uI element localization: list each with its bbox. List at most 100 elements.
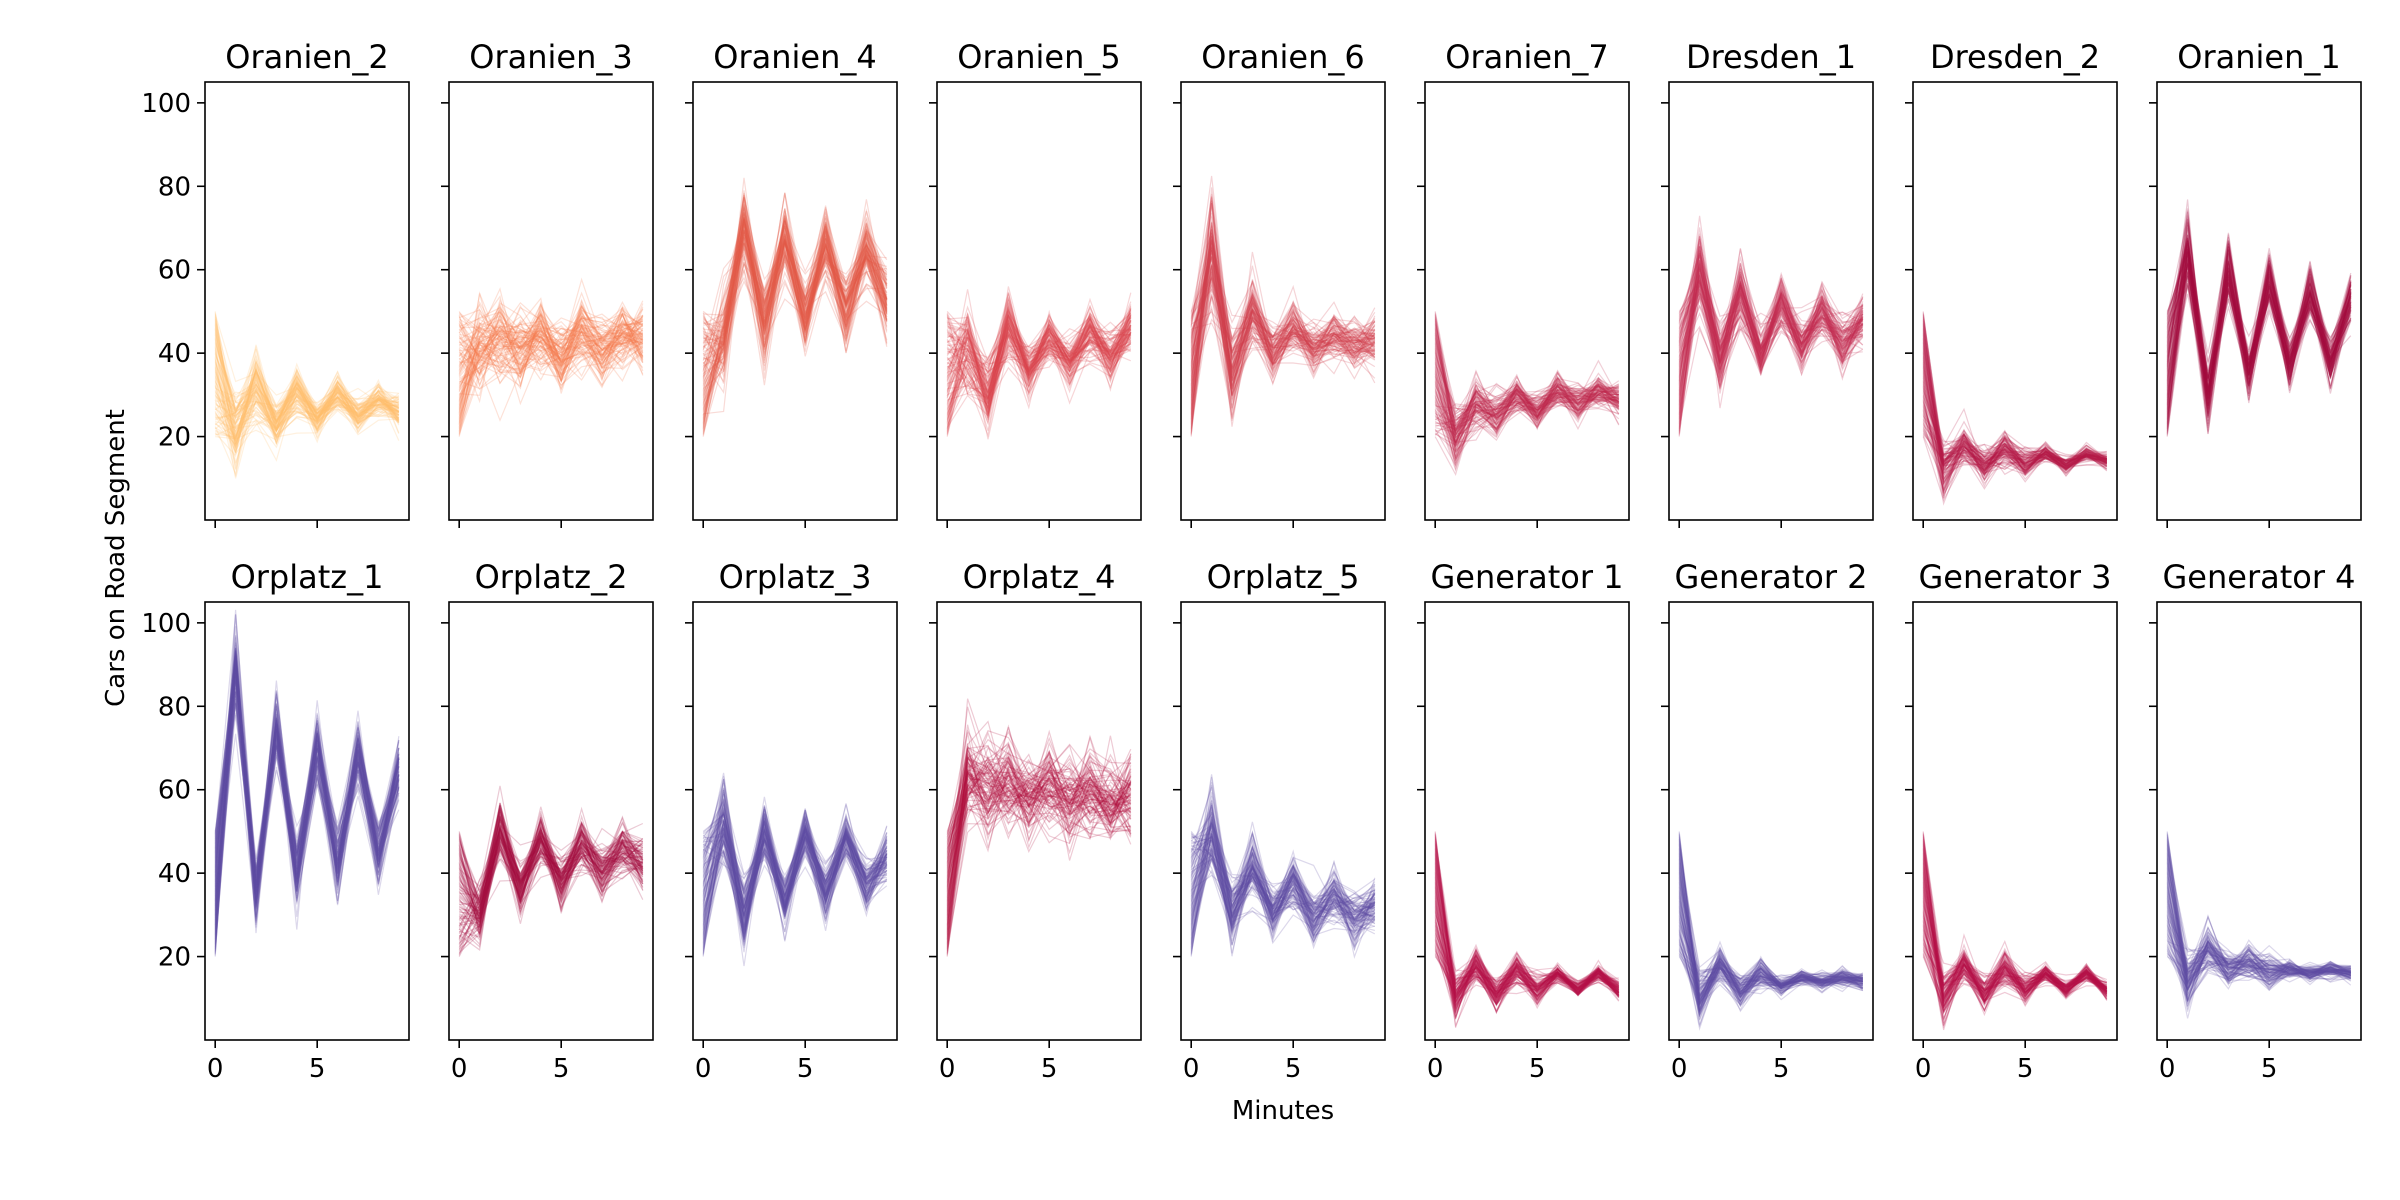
series-line	[1922, 312, 2108, 467]
series-line	[214, 657, 400, 908]
series-line	[1190, 265, 1375, 395]
series-line	[458, 825, 644, 917]
series-line	[946, 761, 1132, 855]
series-line	[946, 312, 1132, 426]
series-line	[1678, 948, 1863, 1008]
series-line	[1922, 423, 2107, 476]
series-line	[1190, 256, 1376, 409]
series-line	[458, 321, 643, 378]
series-line	[1678, 252, 1864, 364]
series-line	[458, 824, 644, 918]
series-line	[946, 314, 1132, 394]
series-line	[1190, 852, 1376, 924]
series-line	[1434, 850, 1620, 1001]
series-line	[1922, 316, 2107, 468]
series-line	[1190, 231, 1376, 385]
series-line	[1434, 342, 1619, 437]
series-line	[2166, 271, 2352, 391]
series-line	[946, 748, 1132, 914]
series-line	[1922, 851, 2108, 1002]
series-line	[946, 315, 1132, 399]
series-line	[1434, 371, 1620, 431]
series-line	[1434, 841, 1620, 1008]
series-line	[1922, 375, 2107, 469]
series-line	[946, 770, 1132, 939]
series-line	[1434, 379, 1620, 448]
series-line	[2166, 237, 2352, 400]
series-line	[2166, 243, 2352, 391]
series-line	[1922, 857, 2108, 1020]
series-line	[702, 798, 888, 956]
series-line	[946, 757, 1132, 928]
series-line	[702, 218, 888, 361]
series-line	[2166, 234, 2352, 395]
series-line	[1678, 285, 1864, 388]
series-line	[946, 773, 1132, 957]
series-line	[458, 318, 644, 431]
series-line	[946, 319, 1132, 399]
series-line	[214, 366, 399, 450]
series-line	[458, 814, 643, 951]
series-line	[2166, 912, 2351, 980]
series-line	[1190, 837, 1375, 925]
series-line	[2166, 268, 2352, 437]
series-line	[2166, 221, 2352, 382]
series-line	[1190, 276, 1376, 377]
series-line	[946, 747, 1131, 894]
series-line	[1434, 867, 1620, 998]
series-line	[2166, 890, 2351, 1002]
series-line	[1922, 337, 2107, 497]
series-line	[703, 825, 888, 912]
series-line	[214, 675, 400, 918]
series-line	[702, 805, 887, 941]
series-line	[1190, 236, 1375, 375]
series-line	[1922, 938, 2108, 998]
series-line	[458, 818, 643, 946]
series-line	[1434, 904, 1620, 996]
series-line	[702, 206, 888, 427]
series-line	[458, 811, 644, 916]
series-line	[1190, 228, 1375, 366]
series-line	[214, 667, 400, 904]
series-line	[1190, 816, 1375, 952]
series-line	[1922, 937, 2108, 1007]
series-line	[2166, 237, 2352, 398]
series-line	[1922, 909, 2107, 1022]
series-line	[214, 655, 400, 898]
series-line	[946, 738, 1132, 883]
series-line	[947, 299, 1132, 404]
series-line	[1678, 265, 1864, 370]
series-line	[458, 303, 643, 388]
series-line	[1434, 392, 1619, 476]
series-line	[946, 777, 1131, 899]
series-line	[2166, 240, 2352, 399]
series-line	[2166, 952, 2352, 983]
series-line	[1678, 280, 1864, 367]
series-line	[946, 735, 1132, 944]
series-line	[702, 238, 888, 364]
series-line	[1434, 893, 1620, 998]
series-line	[1922, 838, 2108, 1005]
series-line	[2166, 280, 2352, 416]
series-line	[2166, 900, 2351, 976]
series-line	[1190, 810, 1376, 943]
series-line	[1678, 898, 1864, 995]
series-line	[1922, 358, 2108, 493]
series-line	[946, 749, 1132, 843]
series-line	[458, 840, 644, 918]
series-line	[2166, 856, 2352, 986]
series-line	[2166, 268, 2352, 406]
series-line	[458, 305, 644, 421]
series-line	[946, 760, 1131, 848]
series-line	[1190, 832, 1376, 926]
series-line	[1434, 938, 1620, 1012]
series-line	[1190, 238, 1375, 390]
series-line	[1678, 850, 1863, 1012]
series-line	[702, 230, 888, 355]
series-line	[1922, 854, 2108, 993]
series-line	[214, 681, 400, 924]
series-line	[702, 212, 888, 430]
series-line	[1434, 923, 1620, 999]
series-line	[1922, 946, 2108, 1013]
